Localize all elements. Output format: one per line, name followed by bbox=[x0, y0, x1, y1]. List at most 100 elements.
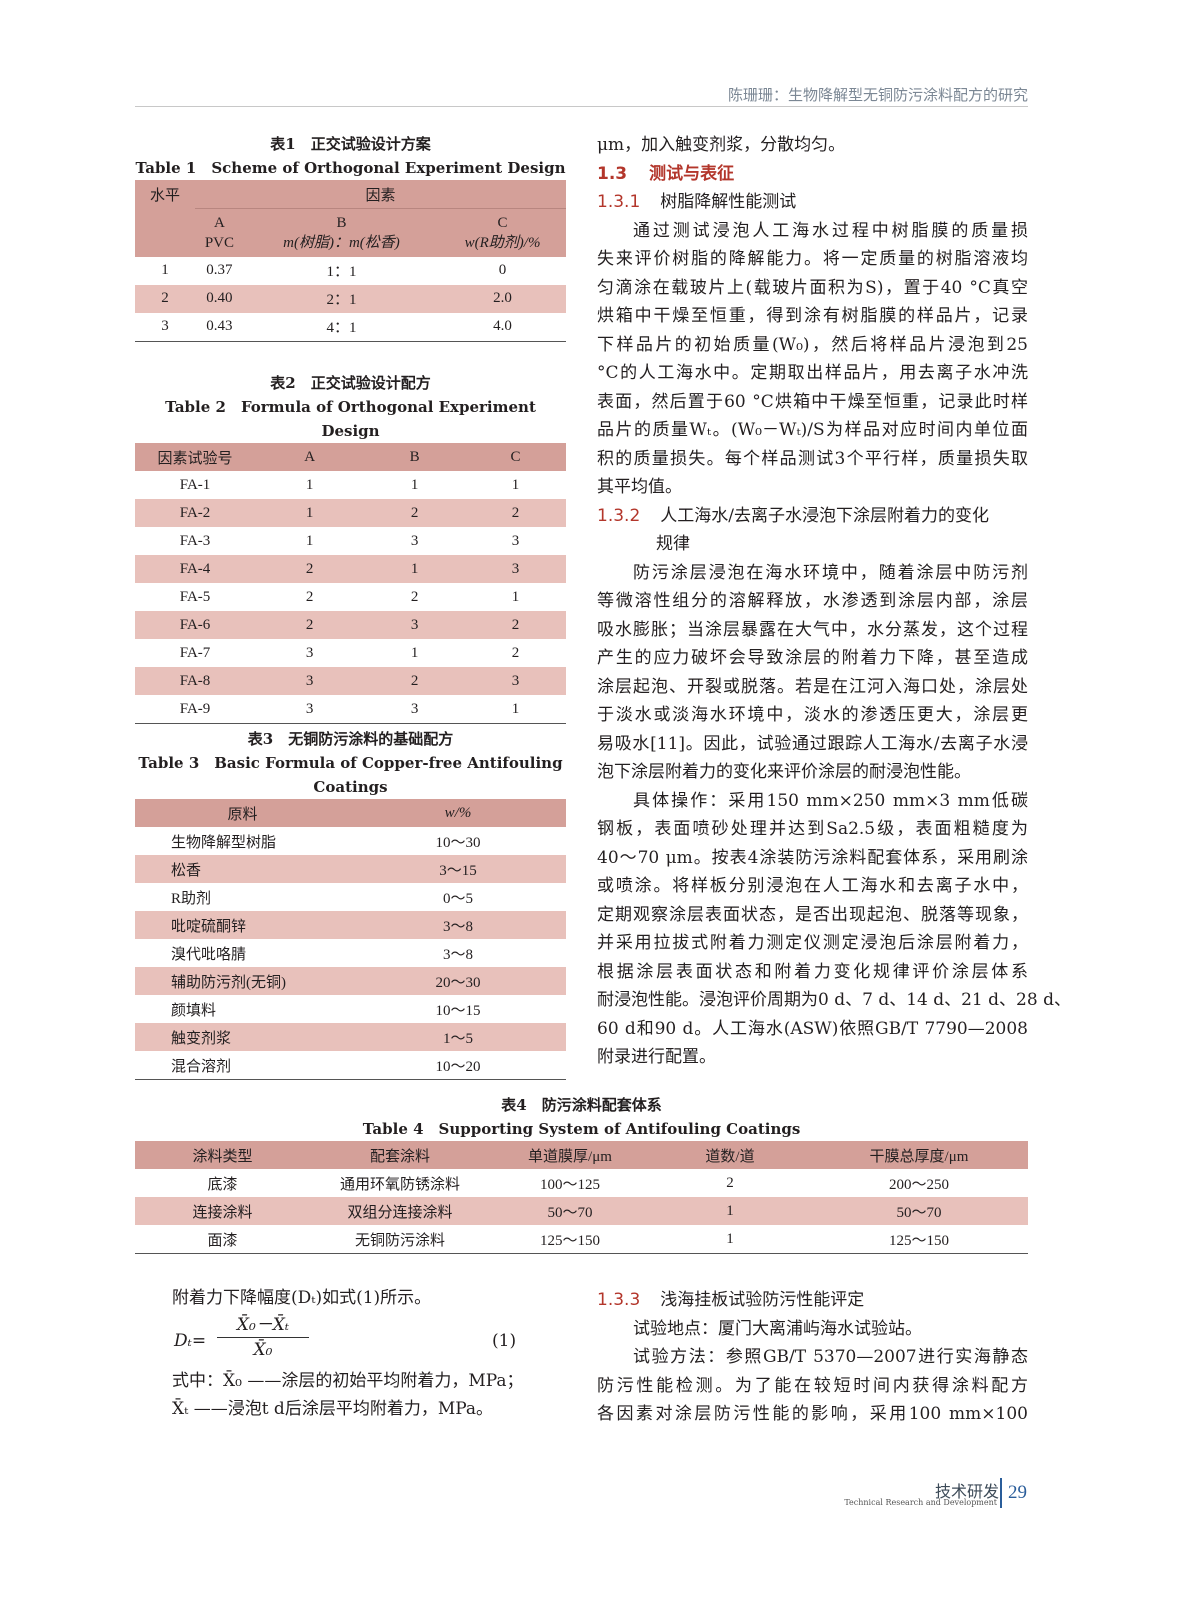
cell: FA-4 bbox=[179, 560, 211, 577]
table-row: 溴代吡咯腈 3～8 bbox=[135, 939, 566, 967]
cell: 10～15 bbox=[435, 1002, 481, 1019]
th: B bbox=[409, 448, 420, 465]
table4-caption-cn: 表4 防污涂料配套体系 bbox=[501, 1096, 662, 1114]
cell: 通用环氧防锈涂料 bbox=[339, 1176, 460, 1193]
th: 道数/道 bbox=[705, 1148, 755, 1165]
th: w/% bbox=[444, 804, 472, 821]
table3-caption-en-2: Coatings bbox=[313, 778, 388, 796]
th: C bbox=[510, 448, 521, 465]
cell: 1 bbox=[726, 1230, 734, 1247]
paragraph-line: 于淡水或淡海水环境中，淡水的渗透压更大，涂层更 bbox=[597, 705, 1028, 725]
table2-caption-cn: 表2 正交试验设计配方 bbox=[270, 374, 431, 392]
paragraph-line: 涂层起泡、开裂或脱落。若是在江河入海口处，涂层处 bbox=[597, 676, 1028, 697]
cell: 3 bbox=[410, 700, 419, 717]
table-row: 3 0.43 4：1 4.0 bbox=[135, 313, 566, 342]
th-factor: 因素 bbox=[195, 180, 566, 209]
formula-block: 附着力下降幅度(Dₜ)如式(1)所示。 Dₜ= X̄₀－X̄ₜ X̄₀ (1) … bbox=[172, 1284, 567, 1424]
cell: 2 bbox=[410, 588, 419, 605]
paragraph-line: 试验方法：参照GB/T 5370—2007进行实海静态 bbox=[633, 1347, 1028, 1367]
cell: 3 bbox=[511, 532, 520, 549]
cell: 3 bbox=[511, 560, 520, 577]
cell: 0.37 bbox=[206, 262, 233, 278]
table-row: 颜填料 10～15 bbox=[135, 995, 566, 1023]
table1-caption-en: Table 1 Scheme of Orthogonal Experiment … bbox=[135, 159, 566, 177]
table-row: FA-3 1 3 3 bbox=[135, 527, 566, 555]
paragraph-line: 防污性能检测。为了能在较短时间内获得涂料配方 bbox=[597, 1375, 1028, 1396]
table4-block: 表4 防污涂料配套体系 Table 4 Supporting System of… bbox=[135, 1093, 1028, 1254]
paragraph-line: 下样品片的初始质量(W₀)，然后将样品片浸泡到25 bbox=[597, 334, 1028, 355]
cell: 辅助防污剂(无铜) bbox=[171, 974, 286, 991]
th-c: C bbox=[497, 214, 508, 231]
table3-caption-en: Table 3 Basic Formula of Copper-free Ant… bbox=[138, 754, 563, 772]
right-column: μm，加入触变剂浆，分散均匀。 1.3 测试与表征 1.3.1 树脂降解性能测试 通… bbox=[597, 131, 1071, 1072]
table-row: 松香 3～15 bbox=[135, 855, 566, 883]
paragraph-line: 品片的质量Wₜ。(W₀－Wₜ)/S为样品对应时间内单位面 bbox=[597, 420, 1028, 440]
th: 干膜总厚度/μm bbox=[869, 1148, 969, 1165]
cell: 1 bbox=[305, 532, 314, 549]
section-number: 1.3.3 bbox=[597, 1290, 641, 1310]
paragraph-line: 吸水膨胀；当涂层暴露在大气中，水分蒸发，这个过程 bbox=[597, 619, 1028, 640]
section-title: 测试与表征 bbox=[649, 163, 735, 184]
cell: 3 bbox=[410, 532, 419, 549]
paragraph-procedure: 具体操作：采用150 mm×250 mm×3 mm低碳 钢板，表面喷砂处理并达到S… bbox=[597, 787, 1071, 1072]
cell: 溴代吡咯腈 bbox=[171, 946, 247, 963]
cell: 125～150 bbox=[888, 1232, 949, 1249]
section-heading-1-3-3: 1.3.3 浅海挂板试验防污性能评定 bbox=[597, 1286, 1028, 1315]
paragraph-line: 40～70 μm。按表4涂装防污涂料配套体系，采用刷涂 bbox=[597, 847, 1028, 868]
table2-block: 表2 正交试验设计配方 Table 2 Formula of Orthogona… bbox=[135, 371, 566, 724]
section-1-3-3: 1.3.3 浅海挂板试验防污性能评定 试验地点：厦门大离浦屿海水试验站。 试验方法… bbox=[597, 1286, 1028, 1429]
cell: 0～5 bbox=[442, 890, 473, 907]
cell: 2 bbox=[305, 616, 314, 633]
cell: 50～70 bbox=[547, 1204, 593, 1221]
table-row: 混合溶剂 10～20 bbox=[135, 1051, 566, 1080]
cell: 0.40 bbox=[206, 290, 233, 306]
th-level: 水平 bbox=[149, 188, 180, 204]
paragraph-line: 各因素对涂层防污性能的影响，采用100 mm×100 bbox=[597, 1404, 1028, 1424]
paragraph-line: 易吸水[11]。因此，试验通过跟踪人工海水/去离子水浸 bbox=[597, 733, 1028, 754]
cell: 1 bbox=[305, 504, 314, 521]
cell: 1～5 bbox=[442, 1030, 473, 1047]
cell: 2 bbox=[511, 504, 520, 521]
eq-fraction: X̄₀－X̄ₜ X̄₀ bbox=[217, 1313, 309, 1362]
cell: 1 bbox=[410, 560, 419, 577]
paragraph-line: 或喷涂。将样板分别浸泡在人工海水和去离子水中， bbox=[597, 876, 1028, 896]
table-row: FA-2 1 2 2 bbox=[135, 499, 566, 527]
cell: 2 bbox=[410, 504, 419, 521]
table3: 原料 w/% 生物降解型树脂 10～30 松香 3～15 R助剂 0～5 吡啶硫酮锌 3～8 溴… bbox=[135, 799, 566, 1080]
cell: FA-9 bbox=[179, 700, 211, 717]
th-c2: w(R助剂)/% bbox=[464, 234, 541, 251]
paragraph-line: 钢板，表面喷砂处理并达到Sa2.5级，表面粗糙度为 bbox=[597, 819, 1028, 839]
table3-block: 表3 无铜防污涂料的基础配方 Table 3 Basic Formula of … bbox=[135, 727, 566, 1080]
table-row: 辅助防污剂(无铜) 20～30 bbox=[135, 967, 566, 995]
table-row: 底漆 通用环氧防锈涂料 100～125 2 200～250 bbox=[135, 1169, 1028, 1197]
cell: 2 bbox=[726, 1174, 734, 1191]
cell: 1 bbox=[511, 588, 520, 605]
section-number: 1.3.2 bbox=[597, 505, 641, 526]
th-b2: m(树脂)：m(松香) bbox=[283, 234, 400, 251]
cell: 3～8 bbox=[442, 946, 473, 963]
cell: 颜填料 bbox=[171, 1002, 217, 1019]
table1-block: 表1 正交试验设计方案 Table 1 Scheme of Orthogonal… bbox=[135, 132, 566, 342]
th: 配套涂料 bbox=[369, 1148, 430, 1165]
cell: 200～250 bbox=[888, 1176, 949, 1193]
paragraph-line: °C的人工海水中。定期取出样品片，用去离子水冲洗 bbox=[597, 363, 1028, 383]
table3-caption-cn: 表3 无铜防污涂料的基础配方 bbox=[247, 730, 454, 748]
cell: FA-3 bbox=[179, 532, 211, 549]
paragraph-line: 根据涂层表面状态和附着力变化规律评价涂层体系 bbox=[597, 961, 1028, 982]
cell: 3 bbox=[305, 672, 314, 689]
cell: 3 bbox=[511, 672, 520, 689]
th: A bbox=[304, 448, 316, 465]
cell: 1 bbox=[305, 476, 314, 493]
table-row: FA-4 2 1 3 bbox=[135, 555, 566, 583]
cell: 面漆 bbox=[207, 1232, 238, 1249]
th: 单道膜厚/μm bbox=[528, 1148, 612, 1165]
table-row: R助剂 0～5 bbox=[135, 883, 566, 911]
cell: 100～125 bbox=[539, 1176, 600, 1193]
paragraph-line: 防污涂层浸泡在海水环境中，随着涂层中防污剂 bbox=[633, 562, 1028, 583]
footer-divider bbox=[1000, 1478, 1002, 1508]
th: 原料 bbox=[227, 806, 258, 823]
paragraph-line: 并采用拉拔式附着力测定仪测定浸泡后涂层附着力， bbox=[597, 933, 1028, 953]
paragraph-line: 60 d和90 d。人工海水(ASW)依照GB/T 7790—2008 bbox=[597, 1018, 1028, 1039]
